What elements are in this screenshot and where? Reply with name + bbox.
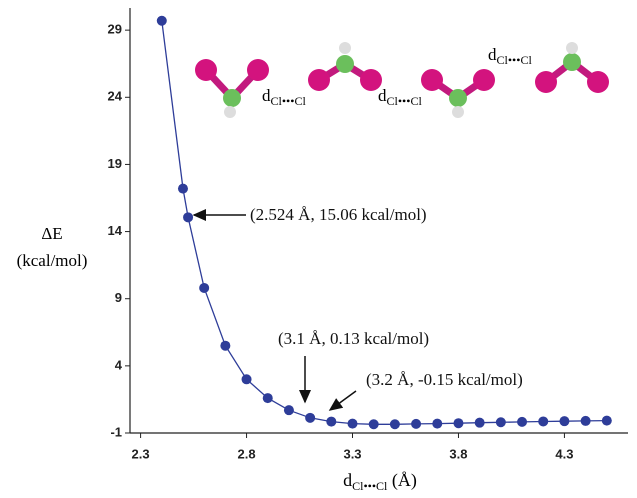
y-tick-label: 24 bbox=[108, 89, 123, 104]
annotation: (3.2 Å, -0.15 kcal/mol) bbox=[366, 370, 523, 389]
point bbox=[220, 341, 230, 351]
point bbox=[242, 374, 252, 384]
point bbox=[348, 419, 358, 429]
y-tick-label: 14 bbox=[108, 223, 123, 238]
point bbox=[517, 417, 527, 427]
molecule-label: dCl•••Cl bbox=[488, 45, 532, 67]
point bbox=[157, 16, 167, 26]
point bbox=[326, 417, 336, 427]
y-tick-label: 4 bbox=[115, 357, 123, 372]
x-tick-label: 4.3 bbox=[555, 446, 573, 461]
x-tick-label: 3.8 bbox=[449, 446, 467, 461]
annotation: (2.524 Å, 15.06 kcal/mol) bbox=[250, 205, 427, 224]
point bbox=[581, 416, 591, 426]
molecule-label-sub: Cl•••Cl bbox=[271, 94, 307, 108]
point bbox=[453, 418, 463, 428]
x-tick-label: 2.3 bbox=[132, 446, 150, 461]
point bbox=[411, 419, 421, 429]
y-tick-label: 29 bbox=[108, 22, 122, 37]
point bbox=[183, 212, 193, 222]
point bbox=[475, 418, 485, 428]
point bbox=[284, 405, 294, 415]
point bbox=[199, 283, 209, 293]
point bbox=[263, 393, 273, 403]
annotation: (3.1 Å, 0.13 kcal/mol) bbox=[278, 329, 429, 348]
point bbox=[496, 417, 506, 427]
molecule-label: dCl•••Cl bbox=[378, 86, 422, 108]
point bbox=[178, 184, 188, 194]
point bbox=[390, 419, 400, 429]
y-label: ΔE bbox=[41, 224, 62, 243]
point bbox=[602, 416, 612, 426]
molecule-label-sub: Cl•••Cl bbox=[387, 94, 423, 108]
x-label-unit: (Å) bbox=[387, 470, 417, 491]
y-tick-label: 19 bbox=[108, 156, 122, 171]
arrow bbox=[330, 391, 356, 410]
point bbox=[538, 416, 548, 426]
y-label: (kcal/mol) bbox=[17, 251, 88, 270]
x-label-main: d bbox=[343, 470, 352, 490]
page: {"chart_data": {"type": "scatter", "x_la… bbox=[0, 0, 637, 498]
y-tick-label: -1 bbox=[110, 424, 122, 439]
x-tick-label: 3.3 bbox=[343, 446, 361, 461]
y-tick-label: 9 bbox=[115, 290, 122, 305]
molecule-label-sub: Cl•••Cl bbox=[497, 53, 533, 67]
point bbox=[432, 419, 442, 429]
x-label-sub: Cl•••Cl bbox=[352, 479, 388, 493]
point bbox=[559, 416, 569, 426]
chart: dCl•••CldCl•••CldCl•••Cl ΔE (kcal/mol) d… bbox=[0, 0, 637, 498]
x-tick-label: 2.8 bbox=[238, 446, 256, 461]
molecule-label: dCl•••Cl bbox=[262, 86, 306, 108]
point bbox=[369, 419, 379, 429]
point bbox=[305, 413, 315, 423]
x-label: dCl•••Cl (Å) bbox=[343, 470, 417, 493]
